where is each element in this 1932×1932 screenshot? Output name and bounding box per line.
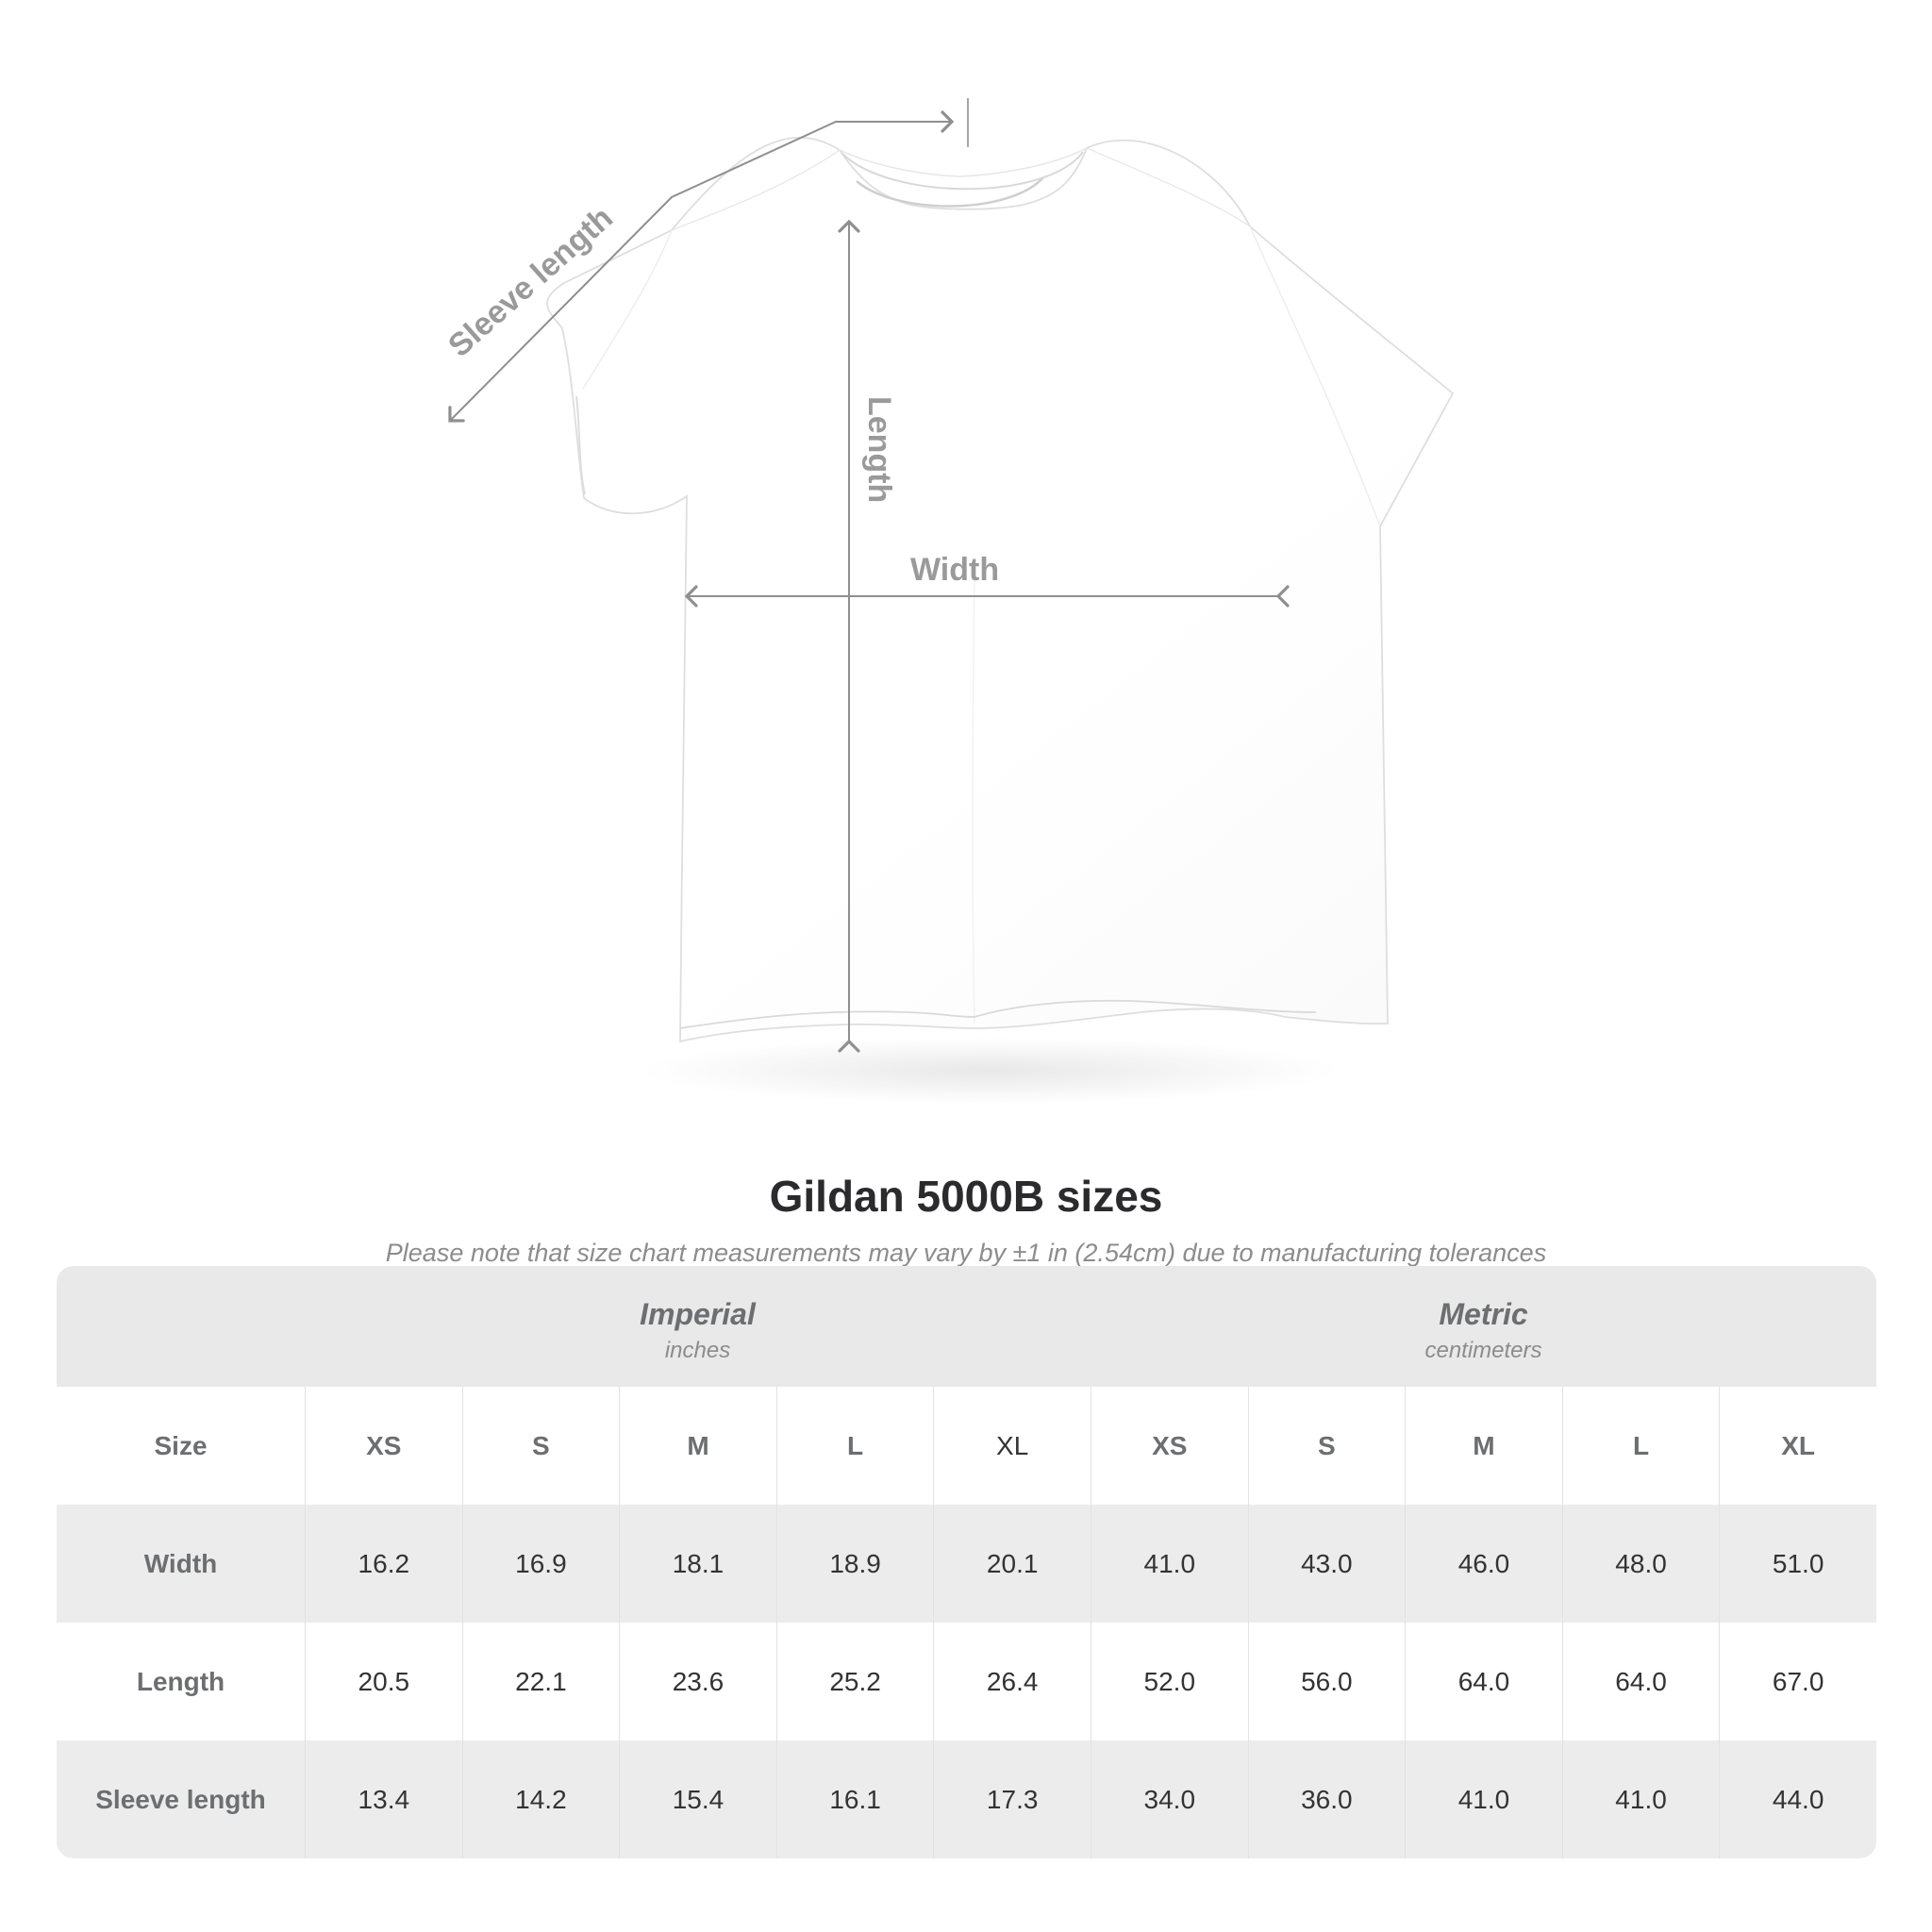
svg-text:Length: Length (861, 396, 897, 503)
svg-text:Width: Width (910, 552, 999, 588)
